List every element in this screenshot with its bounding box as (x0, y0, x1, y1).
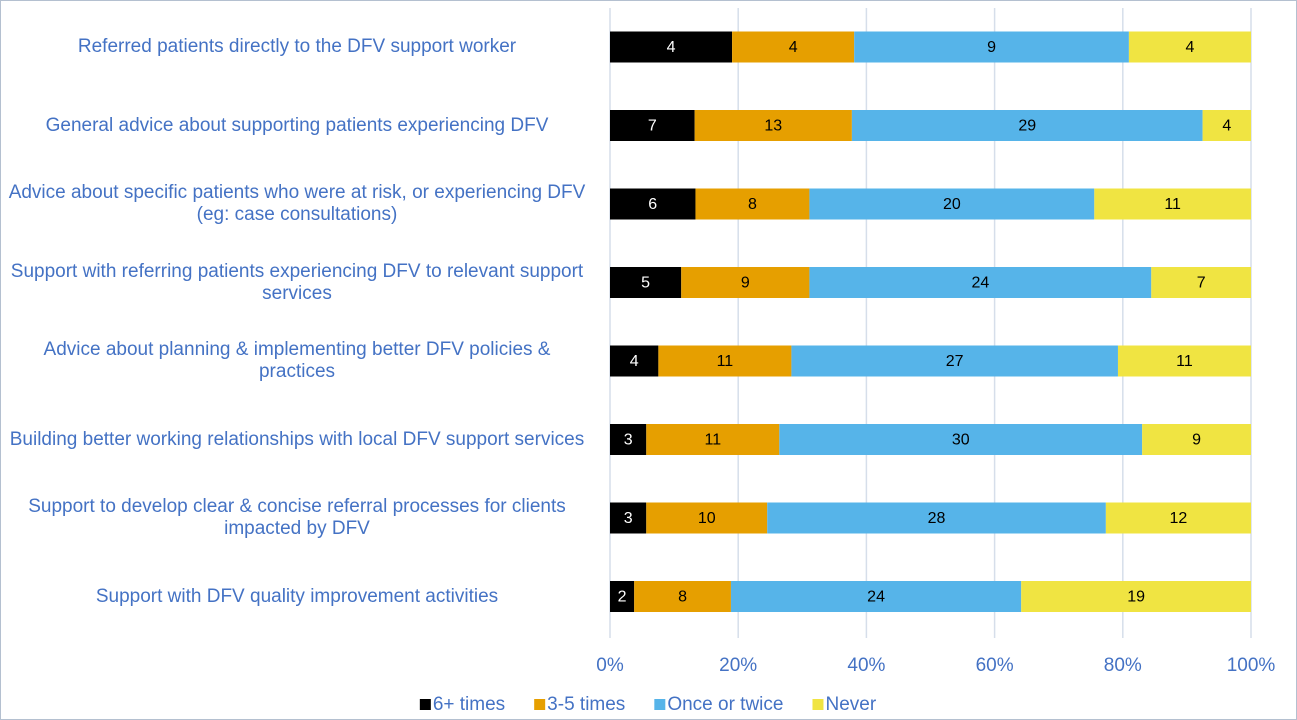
legend-label: 6+ times (433, 694, 505, 715)
data-label: 7 (1197, 275, 1206, 292)
bar-segment (1021, 581, 1251, 612)
data-label: 8 (678, 589, 687, 606)
data-label: 9 (1192, 432, 1201, 449)
bar-segment (646, 502, 768, 534)
bar-segment (1117, 345, 1251, 377)
category-label: Advice about planning & implementing bet… (43, 339, 551, 382)
category-label: General advice about supporting patients… (45, 114, 549, 136)
bar-segment (767, 502, 1106, 534)
data-label: 9 (741, 275, 750, 292)
bar-segment (610, 267, 682, 298)
category-label: Building better working relationships wi… (9, 428, 585, 450)
x-tick-label: 60% (976, 655, 1014, 676)
bar-segment (1105, 502, 1251, 534)
data-label: 19 (1127, 589, 1145, 606)
data-label: 11 (1164, 196, 1181, 213)
bar-segment (658, 345, 792, 377)
data-label: 20 (943, 196, 961, 213)
data-label: 27 (946, 353, 964, 370)
bar-segment (646, 424, 780, 455)
data-label: 2 (618, 589, 627, 606)
data-label: 29 (1018, 118, 1036, 135)
bar-segment (732, 31, 855, 63)
legend-swatch (419, 699, 431, 710)
bar-segment (610, 581, 635, 612)
bar-segment (610, 424, 647, 455)
legend-swatch (534, 699, 546, 710)
bar-segment (694, 110, 852, 141)
x-tick-label: 80% (1104, 655, 1142, 676)
bar-segment (1128, 31, 1251, 63)
data-label: 9 (987, 39, 996, 56)
legend-label: Never (825, 694, 876, 715)
category-label: Advice about specific patients who were … (8, 182, 586, 225)
data-label: 12 (1170, 510, 1188, 527)
data-label: 11 (717, 353, 734, 370)
data-label: 30 (952, 432, 970, 449)
data-label: 8 (748, 196, 757, 213)
data-label: 13 (764, 118, 782, 135)
data-label: 4 (1222, 118, 1231, 135)
bar-segment (1142, 424, 1251, 455)
bar-segment (809, 267, 1152, 298)
data-label: 4 (1185, 39, 1194, 56)
category-label: Support with referring patients experien… (10, 260, 584, 304)
data-label: 4 (630, 353, 639, 370)
data-label: 11 (1176, 353, 1193, 370)
data-label: 24 (971, 275, 989, 292)
bar-segment (610, 345, 659, 377)
bar-segment (610, 110, 695, 141)
bar-segment (730, 581, 1022, 612)
x-tick-label: 20% (719, 655, 757, 676)
data-label: 4 (789, 39, 798, 56)
legend-swatch (654, 699, 666, 710)
x-tick-label: 0% (596, 655, 624, 676)
bar-segment (634, 581, 731, 612)
data-label: 3 (624, 432, 633, 449)
bar-segment (1094, 188, 1251, 220)
data-label: 24 (867, 589, 885, 606)
bar-segment (1202, 110, 1251, 141)
bar-segment (791, 345, 1118, 377)
data-label: 6 (648, 196, 657, 213)
data-label: 11 (704, 432, 721, 449)
data-label: 3 (624, 510, 633, 527)
category-label: Support to develop clear & concise refer… (28, 496, 566, 539)
data-label: 4 (667, 39, 676, 56)
bar-segment (610, 31, 733, 63)
bar-segment (851, 110, 1203, 141)
data-label: 10 (698, 510, 716, 527)
legend-swatch (812, 699, 824, 710)
bar-segment (610, 502, 647, 534)
bar-segment (681, 267, 810, 298)
data-label: 5 (641, 275, 650, 292)
legend-label: 3-5 times (547, 694, 625, 715)
bar-segment (1151, 267, 1251, 298)
data-label: 28 (928, 510, 946, 527)
category-label: Referred patients directly to the DFV su… (77, 36, 517, 57)
x-tick-label: 100% (1227, 655, 1276, 676)
data-label: 7 (648, 118, 657, 135)
bar-segment (779, 424, 1143, 455)
bar-segment (695, 188, 810, 220)
bar-segment (809, 188, 1095, 220)
category-label: Support with DFV quality improvement act… (95, 585, 499, 607)
bar-segment (854, 31, 1129, 63)
legend-label: Once or twice (667, 694, 783, 715)
x-tick-label: 40% (847, 655, 885, 676)
bar-segment (610, 188, 696, 220)
